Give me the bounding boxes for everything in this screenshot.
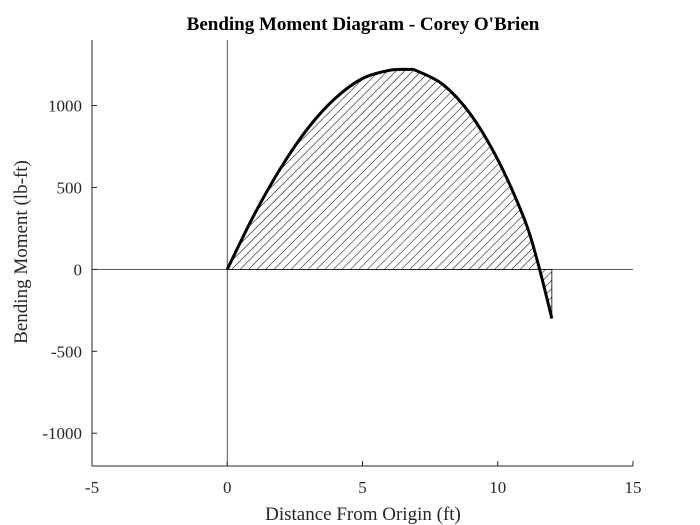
x-tick-label: 10 [489,478,506,497]
x-tick-label: -5 [85,478,99,497]
y-tick-label: 0 [74,260,83,279]
x-tick-label: 15 [625,478,642,497]
y-tick-label: 1000 [48,97,82,116]
plot-area: -5 0 5 10 15 -1000 -500 0 500 1000 [42,40,642,497]
y-tick-label: 500 [57,178,83,197]
y-tick-label: -1000 [42,424,82,443]
hatched-area [226,68,553,319]
x-tick-label: 0 [223,478,232,497]
chart-title: Bending Moment Diagram - Corey O'Brien [187,14,540,35]
moment-curve [225,67,554,319]
y-axis-label: Bending Moment (lb-ft) [11,160,32,344]
y-tick-label: -500 [51,342,82,361]
x-axis-label: Distance From Origin (ft) [265,504,461,525]
x-tick-label: 5 [358,478,367,497]
